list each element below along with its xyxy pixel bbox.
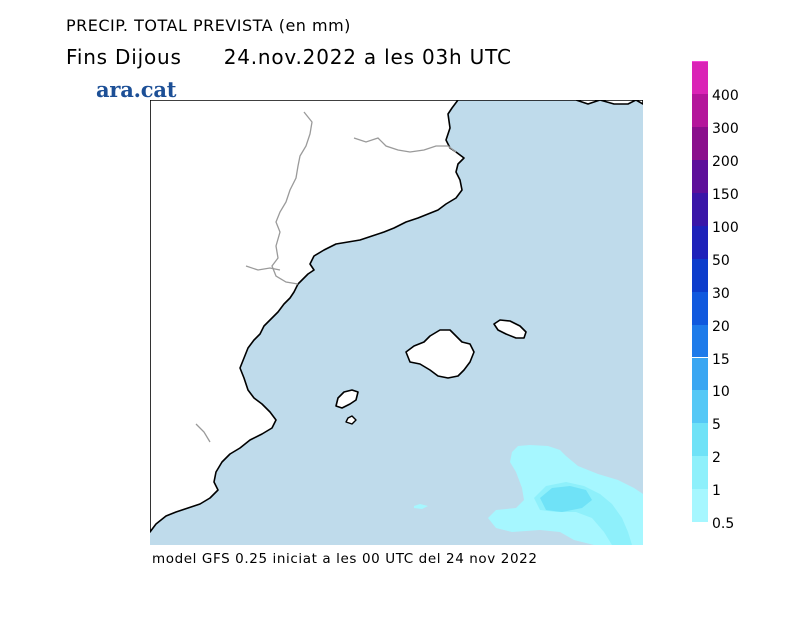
legend-swatch-150 [692, 160, 708, 193]
legend-swatch-100 [692, 193, 708, 226]
chart-title: PRECIP. TOTAL PREVISTA (en mm) [66, 16, 351, 35]
valid-datetime: 24.nov.2022 a les 03h UTC [223, 45, 512, 69]
valid-until-label: Fins Dijous [66, 45, 182, 69]
legend-label-30: 30 [712, 285, 730, 302]
precip-area-heavy [540, 486, 592, 512]
legend-label-5: 5 [712, 417, 721, 434]
legend-label-10: 10 [712, 384, 730, 401]
precip-legend: 0.5 1 2 5 10 15 20 30 50 100 150 200 300 400 [692, 61, 782, 531]
legend-label-50: 50 [712, 252, 730, 269]
legend-swatch-50 [692, 225, 708, 259]
legend-label-0.5: 0.5 [712, 516, 735, 532]
precip-area-small-patch [414, 504, 428, 509]
legend-swatch-15 [692, 324, 708, 358]
legend-swatch-2 [692, 423, 708, 457]
legend-label-300: 300 [712, 121, 739, 138]
island-formentera [345, 415, 357, 425]
legend-swatch-20 [692, 291, 708, 325]
legend-label-1: 1 [712, 483, 721, 500]
legend-label-15: 15 [712, 351, 730, 368]
mainland [150, 100, 643, 533]
legend-label-100: 100 [712, 219, 739, 236]
legend-swatch-5 [692, 390, 708, 424]
model-run-info: model GFS 0.25 iniciat a les 00 UTC del … [152, 551, 538, 567]
legend-swatch-200 [692, 127, 708, 161]
legend-swatch-400 [692, 61, 708, 95]
legend-label-2: 2 [712, 450, 721, 467]
legend-swatch-0.5 [692, 489, 708, 522]
legend-swatch-1 [692, 456, 708, 490]
island-menorca [493, 319, 527, 339]
island-eivissa [335, 389, 359, 409]
legend-label-400: 400 [712, 88, 739, 105]
legend-swatch-300 [692, 94, 708, 128]
legend-label-20: 20 [712, 318, 730, 335]
island-mallorca [405, 329, 475, 379]
legend-label-200: 200 [712, 154, 739, 171]
valid-time-line: Fins Dijous 24.nov.2022 a les 03h UTC [66, 45, 512, 69]
legend-swatch-10 [692, 357, 708, 391]
legend-swatch-30 [692, 258, 708, 292]
brand-logo: ara.cat [96, 77, 177, 102]
region-borders [195, 111, 457, 443]
legend-label-150: 150 [712, 187, 739, 203]
